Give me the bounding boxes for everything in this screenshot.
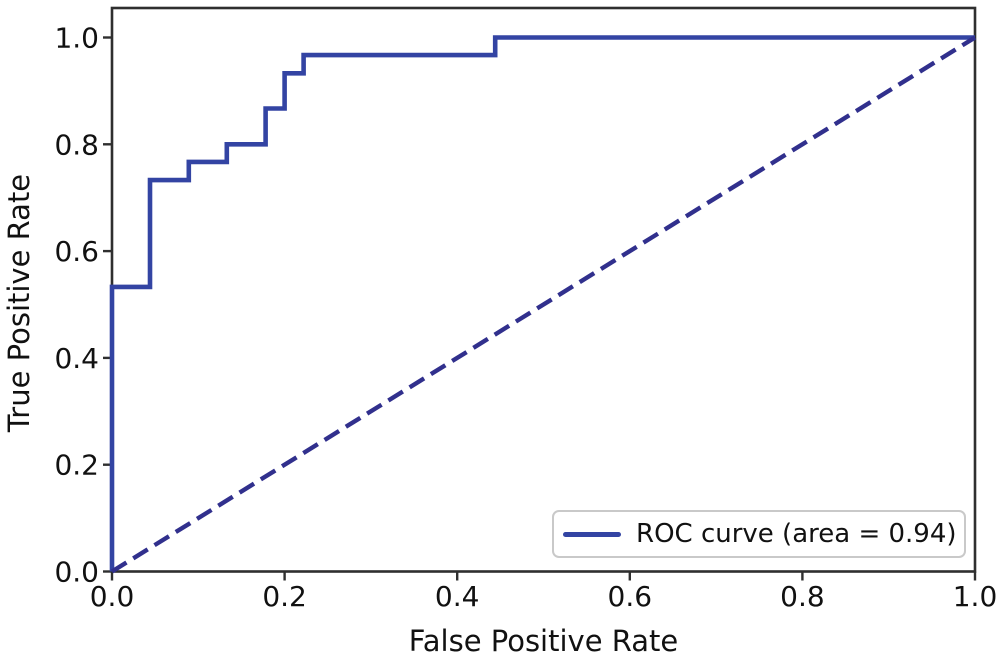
x-tick-label: 0.2 bbox=[262, 580, 307, 613]
y-tick-label: 0.0 bbox=[54, 556, 99, 589]
y-tick-label: 0.6 bbox=[54, 235, 99, 268]
legend-box: ROC curve (area = 0.94) bbox=[552, 510, 966, 558]
roc-curve-line bbox=[109, 35, 975, 572]
legend-roc-line-swatch bbox=[563, 531, 621, 537]
y-tick-label: 0.4 bbox=[54, 342, 99, 375]
x-tick-label: 0.4 bbox=[435, 580, 480, 613]
y-axis-label: True Positive Rate bbox=[2, 173, 36, 433]
x-tick-label: 0.0 bbox=[90, 580, 135, 613]
y-tick-label: 0.2 bbox=[54, 449, 99, 482]
y-tick-label: 1.0 bbox=[54, 22, 99, 55]
x-tick-label: 1.0 bbox=[953, 580, 998, 613]
x-tick-label: 0.6 bbox=[608, 580, 653, 613]
legend-label: ROC curve (area = 0.94) bbox=[636, 519, 957, 549]
x-tick-label: 0.8 bbox=[780, 580, 825, 613]
x-axis-label: False Positive Rate bbox=[408, 624, 679, 658]
plot-border bbox=[110, 6, 977, 573]
chance-diagonal-line bbox=[110, 35, 977, 574]
y-tick-label: 0.8 bbox=[54, 128, 99, 161]
